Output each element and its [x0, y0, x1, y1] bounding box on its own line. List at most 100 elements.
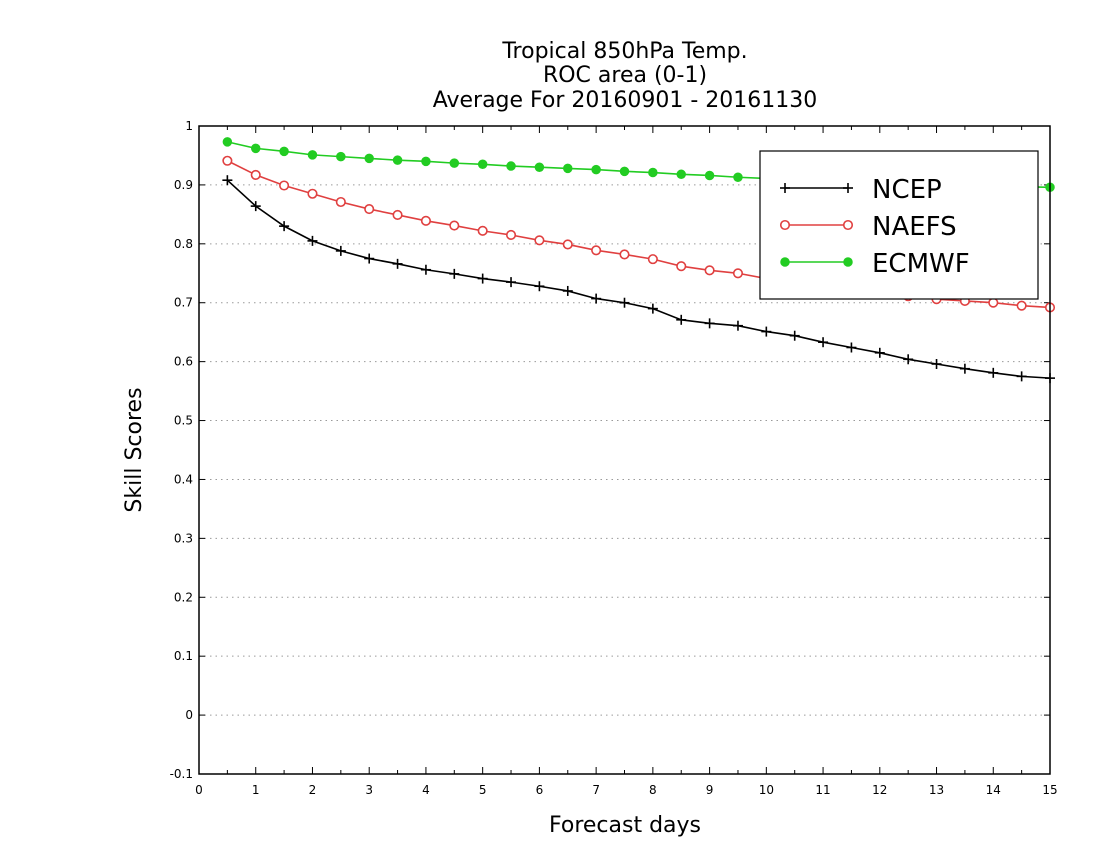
data-point-ncep [931, 358, 942, 369]
data-point-ecmwf [563, 163, 573, 174]
legend-marker-ecmwf [780, 257, 790, 267]
data-point-naefs [732, 268, 744, 279]
data-point-ecmwf [364, 153, 374, 164]
data-point-ncep [335, 245, 346, 256]
y-tick-label: 0.1 [174, 649, 193, 663]
data-point-naefs [420, 215, 431, 226]
x-tick-label: 8 [649, 783, 657, 797]
data-point-ncep [647, 303, 658, 314]
data-point-ncep [506, 277, 517, 288]
chart-title: Tropical 850hPa Temp. ROC area (0-1) Ave… [433, 39, 818, 113]
data-point-naefs [364, 204, 375, 215]
data-point-ecmwf [421, 156, 431, 167]
x-tick-label: 14 [986, 783, 1001, 797]
data-point-naefs [1016, 300, 1027, 311]
data-point-naefs [307, 188, 318, 199]
data-point-ncep [874, 347, 885, 358]
data-point-ecmwf [279, 146, 289, 157]
data-point-ncep [420, 264, 431, 275]
legend-entry-ncep: NCEP [780, 175, 942, 205]
data-point-ncep [903, 354, 914, 365]
title-line-1: Tropical 850hPa Temp. [501, 39, 747, 64]
data-point-naefs [477, 225, 488, 236]
data-point-ecmwf [733, 172, 743, 183]
data-point-ncep [959, 363, 970, 374]
x-tick-label: 6 [536, 783, 544, 797]
data-point-ncep [392, 258, 403, 269]
data-point-ncep [846, 342, 857, 353]
data-point-ecmwf [307, 150, 318, 160]
legend-label-ncep: NCEP [872, 175, 942, 205]
data-point-ncep [250, 201, 261, 212]
data-point-naefs [505, 229, 517, 241]
title-line-2: ROC area (0-1) [543, 63, 707, 88]
data-point-ncep [364, 253, 375, 264]
data-point-ecmwf [534, 162, 545, 172]
x-tick-label: 5 [479, 783, 487, 797]
plot-frame [198, 125, 1051, 775]
legend-marker-ncep [843, 183, 853, 193]
data-point-naefs [647, 254, 658, 265]
x-tick-label: 4 [422, 783, 430, 797]
y-axis-label: Skill Scores [122, 387, 147, 512]
data-point-naefs [676, 261, 687, 272]
data-point-ncep [591, 293, 602, 304]
data-point-ncep [818, 337, 829, 348]
data-point-naefs [562, 239, 573, 250]
data-point-naefs [591, 245, 602, 256]
data-point-ncep [279, 221, 290, 232]
data-point-naefs [392, 209, 403, 221]
data-point-ncep [988, 367, 999, 378]
data-point-ncep [449, 268, 460, 279]
data-point-ecmwf [506, 161, 516, 171]
data-point-ecmwf [222, 137, 233, 147]
data-point-naefs [619, 249, 630, 260]
series-ncep [222, 175, 1055, 384]
y-tick-label: 0.7 [174, 296, 193, 310]
data-point-ecmwf [704, 170, 715, 181]
y-tick-label: 1 [185, 119, 193, 133]
legend-label-naefs: NAEFS [872, 212, 957, 242]
data-point-ecmwf [591, 164, 601, 175]
legend-label-ecmwf: ECMWF [872, 249, 970, 279]
data-point-naefs [335, 196, 346, 208]
data-point-ecmwf [477, 159, 488, 170]
data-point-ncep [477, 273, 488, 284]
legend-entry-naefs: NAEFS [779, 212, 957, 242]
x-tick-label: 15 [1042, 783, 1057, 797]
y-tick-label: 0.8 [174, 237, 193, 251]
y-tick-label: 0.5 [174, 414, 193, 428]
data-point-naefs [449, 220, 460, 231]
data-point-ncep [307, 235, 318, 246]
x-tick-label: 11 [815, 783, 830, 797]
data-point-ncep [704, 318, 715, 329]
data-point-ecmwf [250, 143, 261, 154]
y-tick-label: 0.4 [174, 472, 193, 486]
legend-marker-ecmwf [843, 257, 853, 267]
legend: NCEP NAEFS ECMWF [759, 150, 1039, 300]
x-tick-label: 10 [759, 783, 774, 797]
y-tick-label: 0 [185, 708, 193, 722]
x-tick-label: 1 [252, 783, 260, 797]
data-point-ncep [534, 281, 545, 292]
data-point-ecmwf [619, 166, 630, 177]
data-point-ncep [732, 320, 743, 331]
data-point-naefs [988, 297, 999, 308]
y-tick-label: 0.3 [174, 531, 193, 545]
data-point-ecmwf [648, 167, 658, 178]
data-point-ncep [619, 297, 630, 308]
legend-marker-naefs [779, 219, 791, 231]
x-tick-label: 0 [195, 783, 203, 797]
data-point-ecmwf [336, 151, 346, 162]
data-point-naefs [534, 235, 545, 246]
x-tick-label: 3 [365, 783, 373, 797]
x-axis-label: Forecast days [549, 813, 701, 838]
data-point-ncep [562, 285, 573, 296]
y-tick-label: 0.2 [174, 590, 193, 604]
x-tick-label: 7 [592, 783, 600, 797]
data-point-naefs [222, 155, 233, 166]
legend-entry-ecmwf: ECMWF [780, 249, 970, 279]
x-tick-label: 2 [309, 783, 317, 797]
data-point-ncep [676, 314, 687, 325]
